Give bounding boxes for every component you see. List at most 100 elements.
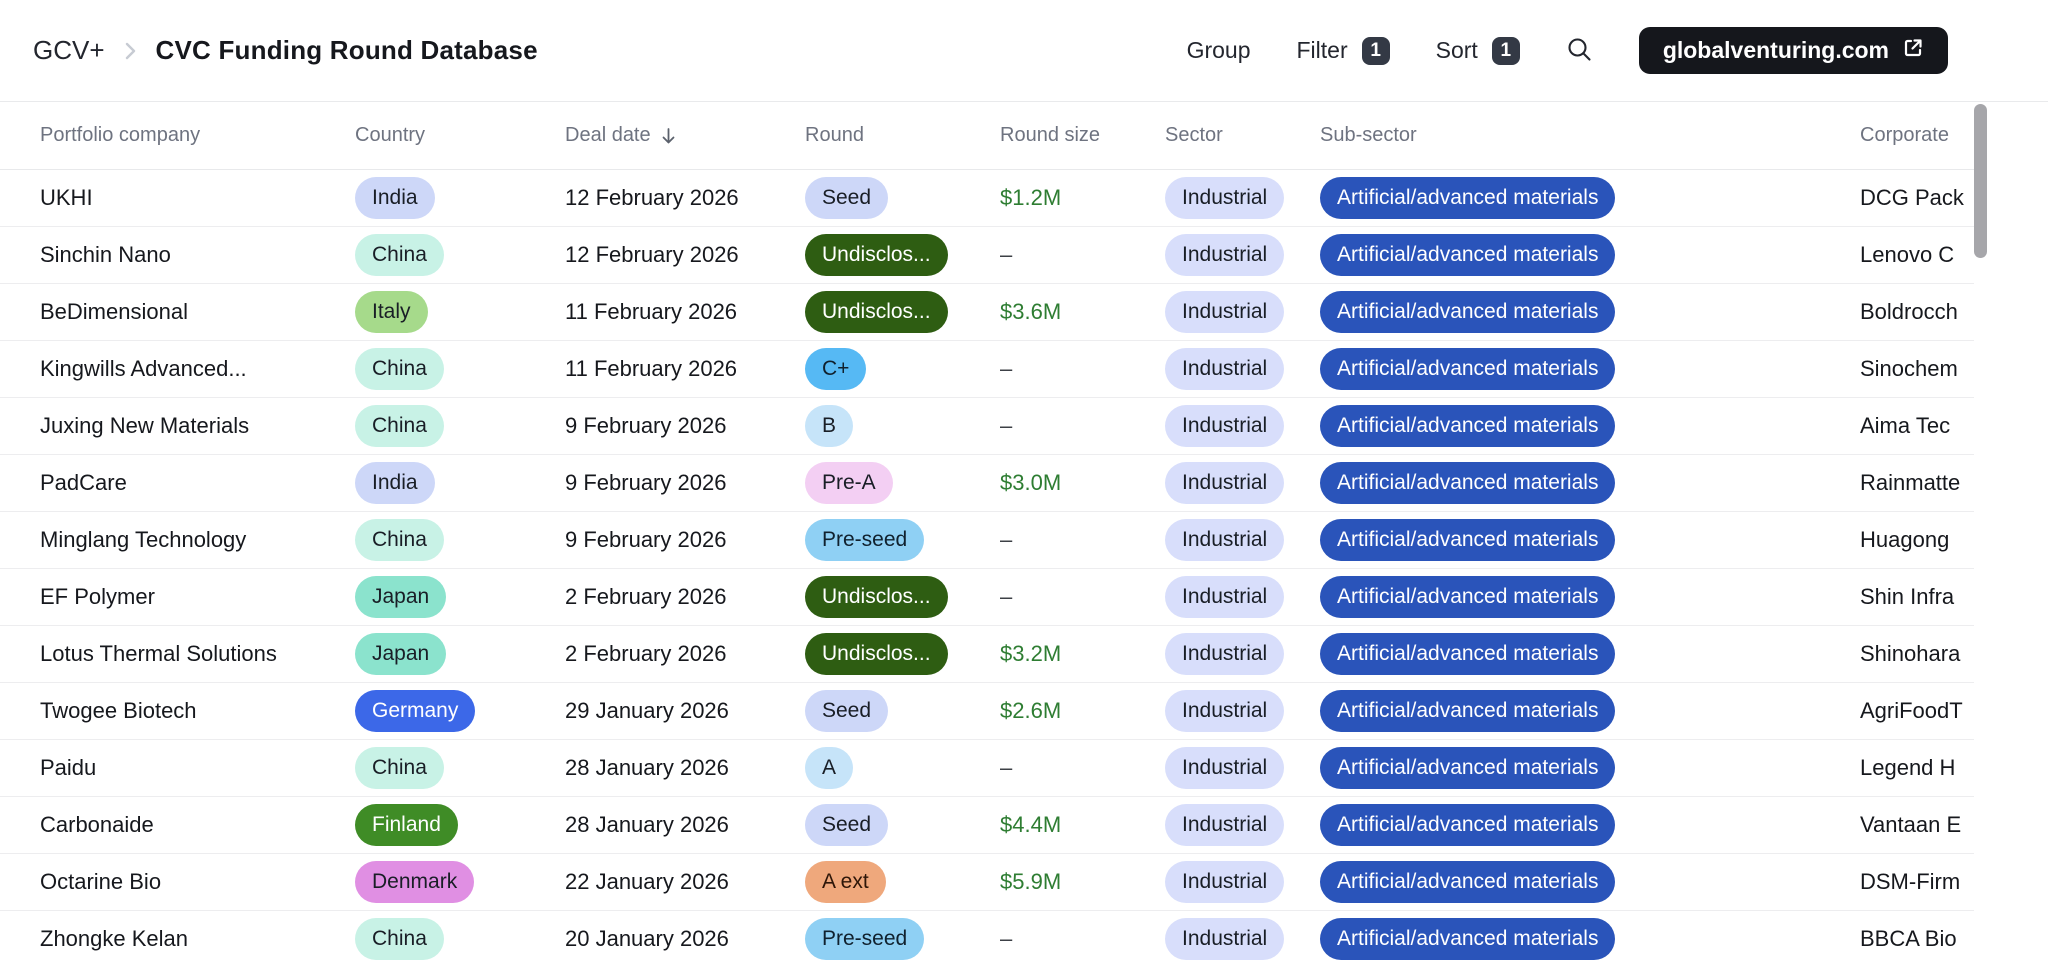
table-row[interactable]: BeDimensional Italy 11 February 2026 Und…	[0, 284, 1974, 341]
portfolio-company-cell: Zhongke Kelan	[40, 926, 355, 952]
portfolio-company-cell: EF Polymer	[40, 584, 355, 610]
deal-date: 12 February 2026	[565, 242, 739, 267]
sub-sector-cell: Artificial/advanced materials	[1320, 291, 1860, 333]
country-pill: Denmark	[355, 861, 475, 903]
table-row[interactable]: Lotus Thermal Solutions Japan 2 February…	[0, 626, 1974, 683]
portfolio-company-cell: PadCare	[40, 470, 355, 496]
round-cell: A ext	[805, 861, 1000, 903]
corporate-cell: Aima Tec	[1860, 413, 1974, 439]
round-cell: Undisclos...	[805, 576, 1000, 618]
country-pill: China	[355, 918, 444, 960]
deal-date: 29 January 2026	[565, 698, 729, 723]
table-row[interactable]: UKHI India 12 February 2026 Seed $1.2M I…	[0, 170, 1974, 227]
country-pill: Japan	[355, 633, 447, 675]
company-name: Octarine Bio	[40, 869, 162, 894]
table-row[interactable]: Kingwills Advanced... China 11 February …	[0, 341, 1974, 398]
sector-cell: Industrial	[1165, 291, 1320, 333]
deal-date: 28 January 2026	[565, 755, 729, 780]
round-size-cell: $2.6M	[1000, 698, 1165, 724]
sub-sector-pill: Artificial/advanced materials	[1320, 519, 1616, 561]
country-pill: China	[355, 348, 444, 390]
filter-count-badge: 1	[1361, 36, 1390, 65]
sub-sector-pill: Artificial/advanced materials	[1320, 234, 1616, 276]
table-header-row: Portfolio company Country Deal date Roun…	[0, 102, 1974, 170]
column-header-sector[interactable]: Sector	[1165, 124, 1223, 146]
round-size: –	[1000, 242, 1013, 267]
table-row[interactable]: Juxing New Materials China 9 February 20…	[0, 398, 1974, 455]
sub-sector-pill: Artificial/advanced materials	[1320, 177, 1616, 219]
sector-pill: Industrial	[1165, 633, 1285, 675]
sector-cell: Industrial	[1165, 918, 1320, 960]
deal-date-cell: 9 February 2026	[565, 527, 805, 553]
sector-pill: Industrial	[1165, 576, 1285, 618]
round-size-cell: $3.0M	[1000, 470, 1165, 496]
round-size: –	[1000, 413, 1013, 438]
round-size: $4.4M	[1000, 812, 1062, 837]
sort-button[interactable]: Sort 1	[1436, 36, 1520, 65]
group-button[interactable]: Group	[1187, 37, 1251, 64]
sort-count-badge: 1	[1491, 36, 1520, 65]
round-size-cell: $3.6M	[1000, 299, 1165, 325]
column-header-corporate[interactable]: Corporate	[1860, 124, 1949, 146]
column-header-round[interactable]: Round	[805, 124, 864, 146]
sub-sector-cell: Artificial/advanced materials	[1320, 177, 1860, 219]
company-name: Kingwills Advanced...	[40, 356, 247, 381]
table-row[interactable]: Carbonaide Finland 28 January 2026 Seed …	[0, 797, 1974, 854]
sector-cell: Industrial	[1165, 633, 1320, 675]
sector-cell: Industrial	[1165, 747, 1320, 789]
country-cell: China	[355, 747, 565, 789]
sector-pill: Industrial	[1165, 177, 1285, 219]
table-row[interactable]: Twogee Biotech Germany 29 January 2026 S…	[0, 683, 1974, 740]
column-header-portfolio-company[interactable]: Portfolio company	[40, 124, 201, 146]
portfolio-company-cell: Lotus Thermal Solutions	[40, 641, 355, 667]
table-row[interactable]: Sinchin Nano China 12 February 2026 Undi…	[0, 227, 1974, 284]
round-size: –	[1000, 527, 1013, 552]
deal-date-cell: 12 February 2026	[565, 185, 805, 211]
deal-date: 2 February 2026	[565, 584, 727, 609]
round-pill: Undisclos...	[805, 234, 948, 276]
toolbar: GCV+ CVC Funding Round Database Group Fi…	[0, 0, 2048, 102]
vertical-scrollbar-thumb[interactable]	[1974, 104, 1987, 258]
round-size: $3.2M	[1000, 641, 1062, 666]
sector-cell: Industrial	[1165, 462, 1320, 504]
country-pill: China	[355, 519, 444, 561]
sub-sector-pill: Artificial/advanced materials	[1320, 405, 1616, 447]
round-size-cell: –	[1000, 356, 1165, 382]
sector-pill: Industrial	[1165, 405, 1285, 447]
round-size: –	[1000, 926, 1013, 951]
corporate-cell: BBCA Bio	[1860, 926, 1974, 952]
table-row[interactable]: Zhongke Kelan China 20 January 2026 Pre-…	[0, 911, 1974, 960]
corporate-cell: Legend H	[1860, 755, 1974, 781]
chevron-right-icon	[123, 39, 138, 63]
corporate-cell: DCG Pack	[1860, 185, 1974, 211]
column-header-sub-sector[interactable]: Sub-sector	[1320, 124, 1417, 146]
filter-button[interactable]: Filter 1	[1297, 36, 1390, 65]
table-row[interactable]: EF Polymer Japan 2 February 2026 Undiscl…	[0, 569, 1974, 626]
sector-cell: Industrial	[1165, 804, 1320, 846]
sector-pill: Industrial	[1165, 861, 1285, 903]
search-button[interactable]	[1566, 36, 1593, 66]
corporate-name: Rainmatte	[1860, 470, 1961, 495]
corporate-name: AgriFoodT	[1860, 698, 1963, 723]
deal-date-cell: 22 January 2026	[565, 869, 805, 895]
column-header-round-size[interactable]: Round size	[1000, 124, 1101, 146]
breadcrumb-root-gcv[interactable]: GCV+	[33, 35, 105, 65]
sub-sector-cell: Artificial/advanced materials	[1320, 690, 1860, 732]
sector-pill: Industrial	[1165, 462, 1285, 504]
sector-cell: Industrial	[1165, 690, 1320, 732]
company-name: Carbonaide	[40, 812, 154, 837]
company-name: BeDimensional	[40, 299, 188, 324]
deal-date-cell: 11 February 2026	[565, 356, 805, 382]
corporate-cell: Shin Infra	[1860, 584, 1974, 610]
site-link-button[interactable]: globalventuring.com	[1638, 27, 1948, 74]
column-header-deal-date[interactable]: Deal date	[565, 124, 805, 147]
deal-date-cell: 20 January 2026	[565, 926, 805, 952]
sector-cell: Industrial	[1165, 348, 1320, 390]
table-row[interactable]: PadCare India 9 February 2026 Pre-A $3.0…	[0, 455, 1974, 512]
table-row[interactable]: Paidu China 28 January 2026 A – Industri…	[0, 740, 1974, 797]
country-cell: China	[355, 405, 565, 447]
column-header-country[interactable]: Country	[355, 124, 426, 146]
sub-sector-pill: Artificial/advanced materials	[1320, 861, 1616, 903]
table-row[interactable]: Minglang Technology China 9 February 202…	[0, 512, 1974, 569]
table-row[interactable]: Octarine Bio Denmark 22 January 2026 A e…	[0, 854, 1974, 911]
